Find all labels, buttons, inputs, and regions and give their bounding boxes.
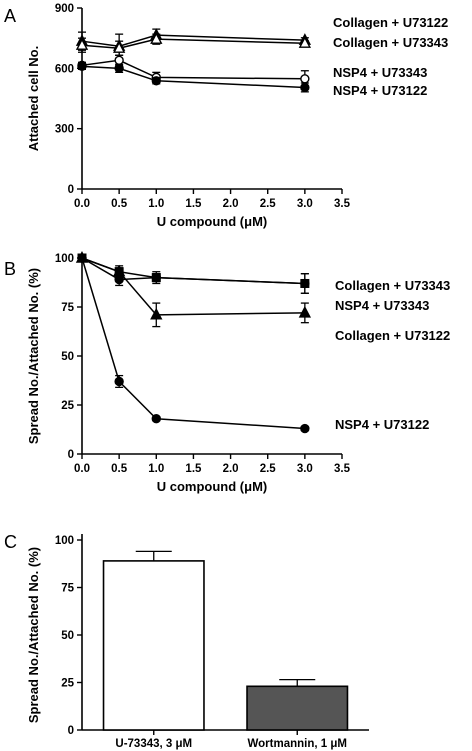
series-2	[77, 253, 310, 294]
series-4	[77, 61, 310, 93]
data-point	[300, 82, 310, 93]
x-tick-label: 1.5	[185, 198, 202, 210]
y-tick-label: 75	[61, 583, 74, 595]
series-label: Collagen + U73122	[335, 328, 450, 343]
series-line	[81, 257, 305, 285]
x-tick-label: 0.0	[74, 198, 90, 210]
y-tick-label: 100	[55, 535, 74, 547]
series-3	[75, 250, 312, 328]
x-tick-label: 0.5	[111, 463, 128, 475]
panel-letter: B	[4, 259, 16, 279]
bar	[102, 560, 205, 731]
data-point	[75, 38, 89, 50]
series-label: Collagen + U73343	[335, 278, 450, 293]
data-point	[151, 272, 161, 283]
data-point	[150, 307, 163, 320]
x-tick-label: 3.0	[297, 463, 313, 475]
y-tick-label: 600	[55, 63, 74, 75]
x-tick-label: 0.5	[111, 198, 128, 210]
series-label: NSP4 + U73122	[335, 417, 429, 432]
y-tick-label: 50	[61, 351, 74, 363]
y-axis-title: Spread No./Attached No. (%)	[26, 268, 41, 444]
data-point	[150, 32, 163, 44]
y-tick-label: 50	[61, 630, 74, 642]
panel-letter: A	[4, 6, 16, 26]
x-tick-label: 2.0	[223, 198, 239, 210]
x-tick-label: 3.0	[297, 198, 313, 210]
x-axis-title: U compound (μM)	[157, 214, 268, 229]
y-tick-label: 100	[55, 253, 74, 265]
series-label: NSP4 + U73343	[333, 65, 427, 80]
data-point	[114, 55, 124, 65]
x-tick-label: 2.5	[260, 463, 277, 475]
x-tick-label: 1.5	[185, 463, 202, 475]
chart-b: B 0 25 50 75 100 0.0 0.5 1.0 1.5 2.0 2.5 3.0 3.5 U com…	[4, 250, 450, 494]
data-point	[298, 36, 312, 48]
y-tick-label: 0	[68, 184, 74, 196]
y-tick-label: 0	[68, 725, 74, 737]
panel-letter: C	[4, 532, 17, 552]
bar	[246, 685, 349, 731]
series-label: NSP4 + U73122	[333, 83, 427, 98]
y-tick-label: 75	[61, 302, 74, 314]
x-tick-label: 2.5	[260, 198, 277, 210]
data-point	[151, 76, 161, 86]
data-point	[112, 264, 126, 277]
series-label: Collagen + U73343	[333, 35, 448, 50]
series-label: Collagen + U73122	[333, 15, 448, 30]
y-axis-title: Attached cell No.	[26, 46, 41, 151]
data-point	[298, 305, 312, 318]
y-tick-label: 900	[55, 3, 74, 15]
data-point	[151, 414, 161, 424]
data-point	[77, 253, 87, 263]
series-line	[81, 38, 305, 49]
y-tick-label: 25	[61, 400, 74, 412]
y-tick-label: 25	[61, 678, 74, 690]
y-tick-label: 0	[68, 449, 74, 461]
data-point	[300, 278, 310, 289]
x-tick-label: U-73343, 3 μM	[115, 738, 192, 750]
x-tick-label: 0.0	[74, 463, 90, 475]
x-tick-label: 3.5	[334, 463, 351, 475]
chart-c: C 0 25 50 75 100 Spread No./Attached No. (%) U-…	[4, 532, 369, 750]
series-4	[77, 253, 310, 434]
data-point	[300, 74, 310, 84]
series-line	[81, 59, 305, 80]
y-tick-label: 300	[55, 124, 74, 136]
y-axis-title: Spread No./Attached No. (%)	[26, 547, 41, 723]
x-tick-label: 1.0	[148, 463, 164, 475]
x-tick-label: 2.0	[223, 463, 239, 475]
x-axis-title: U compound (μM)	[157, 479, 268, 494]
x-tick-label: Wortmannin, 1 μM	[248, 738, 347, 750]
series-label: NSP4 + U73343	[335, 298, 429, 313]
series-line	[81, 65, 305, 89]
series-line	[81, 257, 305, 316]
data-point	[300, 423, 310, 434]
chart-a: A 0 300 600 900 0.0 0.5 1.0 1.5 2.0 2.5 3.0 3.5 U com…	[4, 3, 448, 229]
data-point	[112, 41, 126, 53]
data-point	[114, 376, 124, 387]
data-point	[77, 61, 87, 72]
series-2	[75, 32, 312, 56]
x-tick-label: 1.0	[148, 198, 164, 210]
series-line	[81, 257, 305, 430]
series-1	[75, 28, 312, 59]
series-1	[77, 253, 310, 294]
x-tick-label: 3.5	[334, 198, 351, 210]
data-point	[114, 63, 124, 74]
series-line	[81, 34, 305, 47]
